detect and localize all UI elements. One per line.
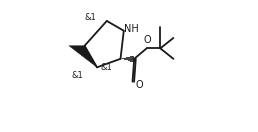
Text: &1: &1 — [84, 13, 96, 22]
Polygon shape — [69, 46, 97, 67]
Text: &1: &1 — [100, 63, 112, 72]
Text: O: O — [143, 35, 151, 45]
Text: &1: &1 — [71, 71, 83, 80]
Text: NH: NH — [124, 24, 139, 34]
Text: O: O — [136, 80, 143, 90]
